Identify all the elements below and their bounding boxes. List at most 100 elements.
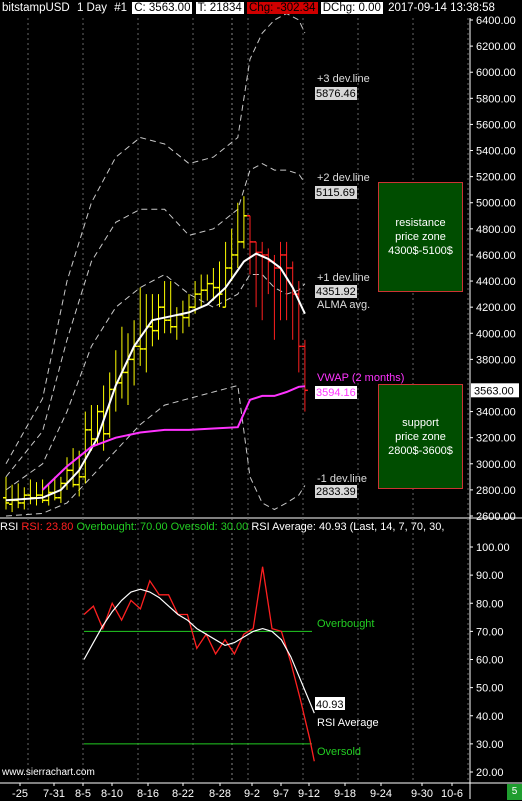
rsi-tick-label: 100.00 <box>476 542 510 554</box>
candle <box>137 287 144 366</box>
dchange-value: DChg: 0.00 <box>320 2 383 14</box>
candle <box>234 202 241 268</box>
price-tick-label: 6000.00 <box>476 67 516 79</box>
last-price-box <box>471 383 519 398</box>
candle <box>173 307 180 340</box>
rsi-overbought-label: Overbought: 70.00 <box>76 521 168 533</box>
annotation-value-box <box>315 485 357 498</box>
annotation-value: 5115.69 <box>316 187 355 199</box>
rsi-tick-label: 50.00 <box>476 683 504 695</box>
rsi-value: RSI: 23.80 <box>21 521 74 533</box>
rsi-header: RSI RSI: 23.80 Overbought: 70.00 Oversol… <box>0 519 444 535</box>
annotation-label: VWAP (2 months) <box>317 372 404 384</box>
candle <box>155 294 162 340</box>
rsi-average-label: RSI Average: 40.93 <box>251 521 347 533</box>
annotation-label: +3 dev.line <box>317 73 370 85</box>
candle <box>259 241 266 321</box>
candle <box>88 405 95 451</box>
candle <box>247 215 253 275</box>
rsi-tick-label: 70.00 <box>476 626 504 638</box>
time-tick-label: 7-31 <box>43 788 65 800</box>
rsi-tick-label: 20.00 <box>476 767 504 779</box>
interval-label: 1 Day <box>76 2 107 14</box>
price-tick-label: 5600.00 <box>476 119 516 131</box>
candle <box>70 448 77 488</box>
resistance-zone-line-2: price zone <box>395 231 446 243</box>
price-tick-label: 3000.00 <box>476 459 516 471</box>
vwap-line <box>41 385 305 491</box>
price-tick-label: 2600.00 <box>476 511 516 523</box>
support-zone-line-2: price zone <box>395 430 446 443</box>
time-tick-label: 8-10 <box>101 788 123 800</box>
rsi-line <box>83 566 315 762</box>
price-tick-label: 4000.00 <box>476 328 516 340</box>
candle <box>186 294 192 327</box>
annotation-value: 5876.46 <box>316 88 356 100</box>
corner-badge[interactable]: 5 <box>507 784 522 800</box>
price-tick-label: 5000.00 <box>476 198 516 210</box>
time-tick-label: 8-22 <box>172 788 194 800</box>
candle <box>3 476 9 510</box>
time-tick-label: 8-5 <box>75 788 91 800</box>
time-tick-label: 9-7 <box>273 788 289 800</box>
rsi-average-value: 40.93 <box>316 699 344 711</box>
time-tick-label: 10-6 <box>441 788 463 800</box>
price-tick-label: 2800.00 <box>476 485 516 497</box>
annotation-value-box <box>315 87 357 100</box>
candle <box>283 241 290 321</box>
candle <box>301 339 308 412</box>
price-tick-label: 4800.00 <box>476 224 516 236</box>
chart-number: #1 <box>114 2 127 14</box>
time-tick-label: 9-18 <box>334 788 356 800</box>
price-tick-label: 3400.00 <box>476 407 516 419</box>
resistance-zone-line-3: 4300$-5100$ <box>388 245 453 257</box>
price-tick-label: 3800.00 <box>476 354 516 366</box>
time-tick-label: 9-24 <box>370 788 392 800</box>
annotation-label: -1 dev.line <box>317 473 367 485</box>
annotation-value: 3594.16 <box>316 387 356 399</box>
annotation-value-box <box>315 285 357 298</box>
rsi-oversold-label: Oversold: 30.00 <box>170 521 249 533</box>
overbought-label: Overbought <box>317 618 374 630</box>
price-tick-label: 5800.00 <box>476 93 516 105</box>
rsi-average-line <box>83 588 315 714</box>
candle <box>33 482 40 506</box>
dev-line--2-dev-line <box>5 163 306 478</box>
price-tick-label: 4400.00 <box>476 276 516 288</box>
candle <box>179 300 186 334</box>
support-zone-line-1: support <box>402 416 439 429</box>
dev-line--1-dev-line <box>5 273 306 491</box>
annotation-value-box <box>315 386 357 399</box>
time-tick-label: 8-28 <box>209 788 231 800</box>
annotation-value: 2833.39 <box>316 486 356 498</box>
candle <box>240 196 247 249</box>
candle <box>198 274 205 308</box>
datetime-label: 2017-09-14 13:38:58 <box>388 2 495 14</box>
rsi-tick-label: 90.00 <box>476 570 504 582</box>
candle <box>15 483 22 509</box>
annotation-value-box <box>315 186 357 199</box>
price-tick-label: 4600.00 <box>476 250 516 262</box>
candle <box>9 484 16 513</box>
annotation-value: 4351.92 <box>316 286 356 298</box>
rsi-name: RSI <box>0 521 19 533</box>
resistance-zone: resistance price zone 4300$-5100$ <box>378 182 463 292</box>
price-tick-label: 6200.00 <box>476 41 516 53</box>
candle <box>76 450 83 497</box>
support-zone-line-3: 2800$-3600$ <box>388 444 453 457</box>
close-value: C: 3563.00 <box>132 2 193 14</box>
rsi-tick-label: 30.00 <box>476 739 504 751</box>
change-value: Chg: -302.34 <box>247 2 318 14</box>
resistance-zone-line-1: resistance <box>395 217 446 229</box>
annotation-label: ALMA avg. <box>317 299 370 311</box>
price-tick-label: 4200.00 <box>476 302 516 314</box>
chart-header: bitstampUSD 1 Day #1 C: 3563.00 T: 21834… <box>0 0 497 17</box>
rsi-average-annotation: RSI Average <box>317 717 379 729</box>
support-zone: support price zone 2800$-3600$ <box>378 384 463 489</box>
symbol-label: bitstampUSD <box>2 2 70 14</box>
oversold-label: Oversold <box>317 746 361 758</box>
time-tick-label: 8-16 <box>137 788 159 800</box>
time-tick-label: -25 <box>12 788 28 800</box>
